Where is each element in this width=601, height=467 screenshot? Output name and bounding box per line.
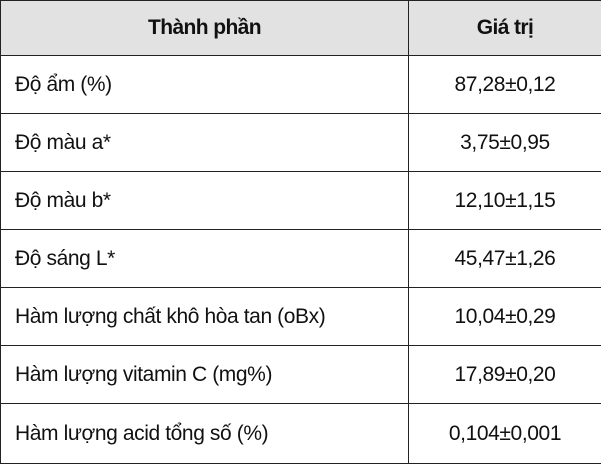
table-row: Hàm lượng vitamin C (mg%) 17,89±0,20: [0, 345, 601, 404]
row-name: Hàm lượng acid tổng số (%): [0, 403, 409, 464]
row-name: Độ ẩm (%): [0, 55, 409, 114]
header-value: Giá trị: [408, 0, 601, 56]
table-header-row: Thành phần Giá trị: [0, 0, 601, 56]
table-row: Độ ẩm (%) 87,28±0,12: [0, 55, 601, 114]
table-row: Hàm lượng acid tổng số (%) 0,104±0,001: [0, 403, 601, 464]
table-row: Hàm lượng chất khô hòa tan (oBx) 10,04±0…: [0, 287, 601, 346]
row-name: Độ sáng L*: [0, 229, 409, 288]
row-value: 87,28±0,12: [408, 55, 601, 114]
table-row: Độ màu b* 12,10±1,15: [0, 171, 601, 230]
row-name: Hàm lượng chất khô hòa tan (oBx): [0, 287, 409, 346]
table-row: Độ sáng L* 45,47±1,26: [0, 229, 601, 288]
row-name: Độ màu b*: [0, 171, 409, 230]
row-value: 0,104±0,001: [408, 403, 601, 464]
row-value: 17,89±0,20: [408, 345, 601, 404]
row-name: Hàm lượng vitamin C (mg%): [0, 345, 409, 404]
row-value: 45,47±1,26: [408, 229, 601, 288]
table-row: Độ màu a* 3,75±0,95: [0, 113, 601, 172]
row-value: 3,75±0,95: [408, 113, 601, 172]
row-value: 10,04±0,29: [408, 287, 601, 346]
row-value: 12,10±1,15: [408, 171, 601, 230]
header-component: Thành phần: [0, 0, 409, 56]
row-name: Độ màu a*: [0, 113, 409, 172]
